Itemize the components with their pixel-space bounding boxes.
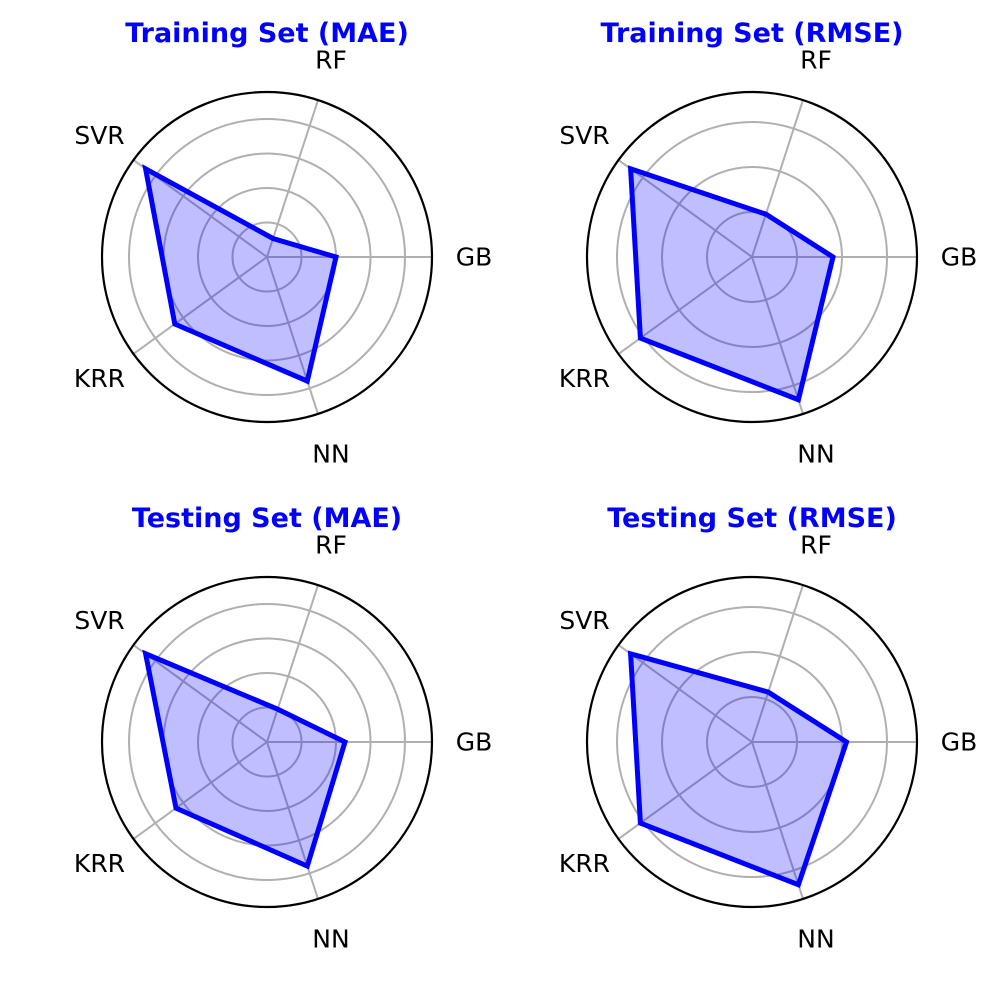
grid-spoke-rf: [751, 99, 804, 258]
grid-spoke-krr: [132, 256, 268, 355]
category-label-krr: KRR: [74, 849, 125, 878]
category-label-gb: GB: [941, 243, 978, 272]
category-label-svr: SVR: [559, 606, 609, 635]
category-label-krr: KRR: [74, 364, 125, 393]
radar-series-area: [627, 650, 850, 888]
polar-frame: [100, 90, 434, 424]
polar-frame: [585, 575, 919, 909]
chart-title: Training Set (MAE): [125, 18, 409, 49]
category-label-nn: NN: [797, 439, 834, 468]
category-label-krr: KRR: [559, 849, 610, 878]
grid-spoke-nn: [751, 741, 804, 900]
grid-spoke-svr: [617, 159, 753, 258]
grid-spoke-nn: [266, 741, 319, 900]
category-label-rf: RF: [315, 531, 347, 560]
radar-series-area: [142, 164, 339, 385]
chart-title: Testing Set (MAE): [132, 503, 402, 534]
grid-spoke-svr: [132, 644, 268, 743]
polar-frame: [100, 575, 434, 909]
category-label-gb: GB: [456, 728, 493, 757]
category-label-nn: NN: [797, 924, 834, 953]
radar-chart-4: Testing Set (RMSE) GB RF SVR KRR NN: [559, 503, 977, 953]
category-label-gb: GB: [456, 243, 493, 272]
radar-series-area: [627, 165, 836, 404]
category-label-rf: RF: [800, 531, 832, 560]
radar-series-area: [142, 649, 349, 870]
grid-spoke-rf: [266, 99, 319, 258]
grid-spoke-svr: [617, 644, 753, 743]
radar-chart-3: Testing Set (MAE) GB RF SVR KRR NN: [74, 503, 492, 953]
chart-title: Testing Set (RMSE): [607, 503, 897, 534]
category-label-svr: SVR: [559, 121, 609, 150]
radar-chart-1: Training Set (MAE) GB RF SVR KRR NN: [74, 18, 492, 468]
category-label-svr: SVR: [74, 606, 124, 635]
category-label-gb: GB: [941, 728, 978, 757]
category-label-rf: RF: [800, 46, 832, 75]
category-label-nn: NN: [312, 924, 349, 953]
chart-title: Training Set (RMSE): [601, 18, 904, 49]
grid-spoke-nn: [266, 256, 319, 415]
category-label-rf: RF: [315, 46, 347, 75]
polar-frame: [585, 90, 919, 424]
category-label-nn: NN: [312, 439, 349, 468]
category-label-krr: KRR: [559, 364, 610, 393]
grid-spoke-rf: [751, 584, 804, 743]
grid-spoke-rf: [266, 584, 319, 743]
grid-spoke-krr: [132, 741, 268, 840]
radar-chart-2: Training Set (RMSE) GB RF SVR KRR NN: [559, 18, 977, 468]
grid-spoke-nn: [751, 256, 804, 415]
category-label-svr: SVR: [74, 121, 124, 150]
